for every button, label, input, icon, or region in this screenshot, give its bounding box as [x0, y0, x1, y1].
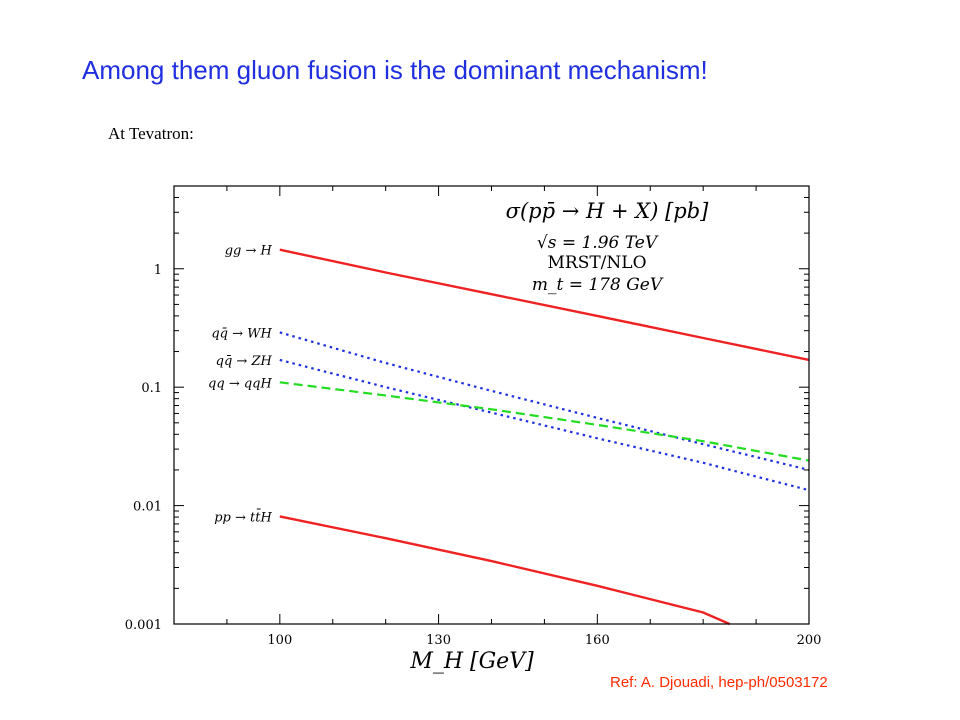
series-line	[279, 331, 810, 471]
series-line	[279, 381, 810, 462]
y-tick-label: 0.1	[141, 381, 162, 396]
chart-canvas: 100 130 160 200 0.001 0.01 0.1 1 gg → H qq̄ → WH…	[125, 185, 822, 674]
chart-subtitle-energy: √s = 1.96 TeV	[537, 233, 659, 253]
axis-ticks-group: 100 130 160 200 0.001 0.01 0.1 1	[125, 185, 822, 648]
series-line	[279, 358, 810, 492]
reference-note: Ref: A. Djouadi, hep-ph/0503172	[610, 674, 828, 691]
series-label: qq̄ → WH	[211, 326, 272, 341]
x-axis-label: M_H [GeV]	[409, 649, 534, 674]
series-line	[279, 515, 731, 626]
x-tick-label: 100	[267, 633, 292, 648]
series-line	[279, 248, 810, 362]
series-label: gg → H	[225, 244, 273, 259]
y-tick-label: 0.01	[133, 500, 162, 515]
y-tick-label: 0.001	[125, 618, 162, 633]
x-tick-label: 160	[585, 633, 610, 648]
series-label: pp → tt̄H	[214, 509, 272, 526]
series-label: qq̄ → ZH	[216, 354, 273, 369]
series-labels-group: gg → H qq̄ → WH qq̄ → ZH qq → qqH pp → tt̄H	[208, 244, 272, 526]
y-tick-label: 1	[154, 263, 162, 278]
chart-title: σ(pp̄ → H + X) [pb]	[506, 199, 710, 223]
cross-section-chart: 100 130 160 200 0.001 0.01 0.1 1 gg → H qq̄ → WH…	[112, 168, 834, 680]
x-tick-label: 130	[426, 633, 451, 648]
chart-subtitle-topmass: m_t = 178 GeV	[532, 275, 664, 295]
series-label: qq → qqH	[208, 376, 272, 391]
chart-subtitle-pdf: MRST/NLO	[547, 253, 646, 273]
slide-subheading: At Tevatron:	[108, 124, 194, 143]
slide-headline: Among them gluon fusion is the dominant …	[82, 55, 708, 85]
plot-series-group	[279, 248, 810, 626]
chart-title-block: σ(pp̄ → H + X) [pb] √s = 1.96 TeV MRST/N…	[506, 199, 710, 295]
x-tick-label: 200	[797, 633, 822, 648]
